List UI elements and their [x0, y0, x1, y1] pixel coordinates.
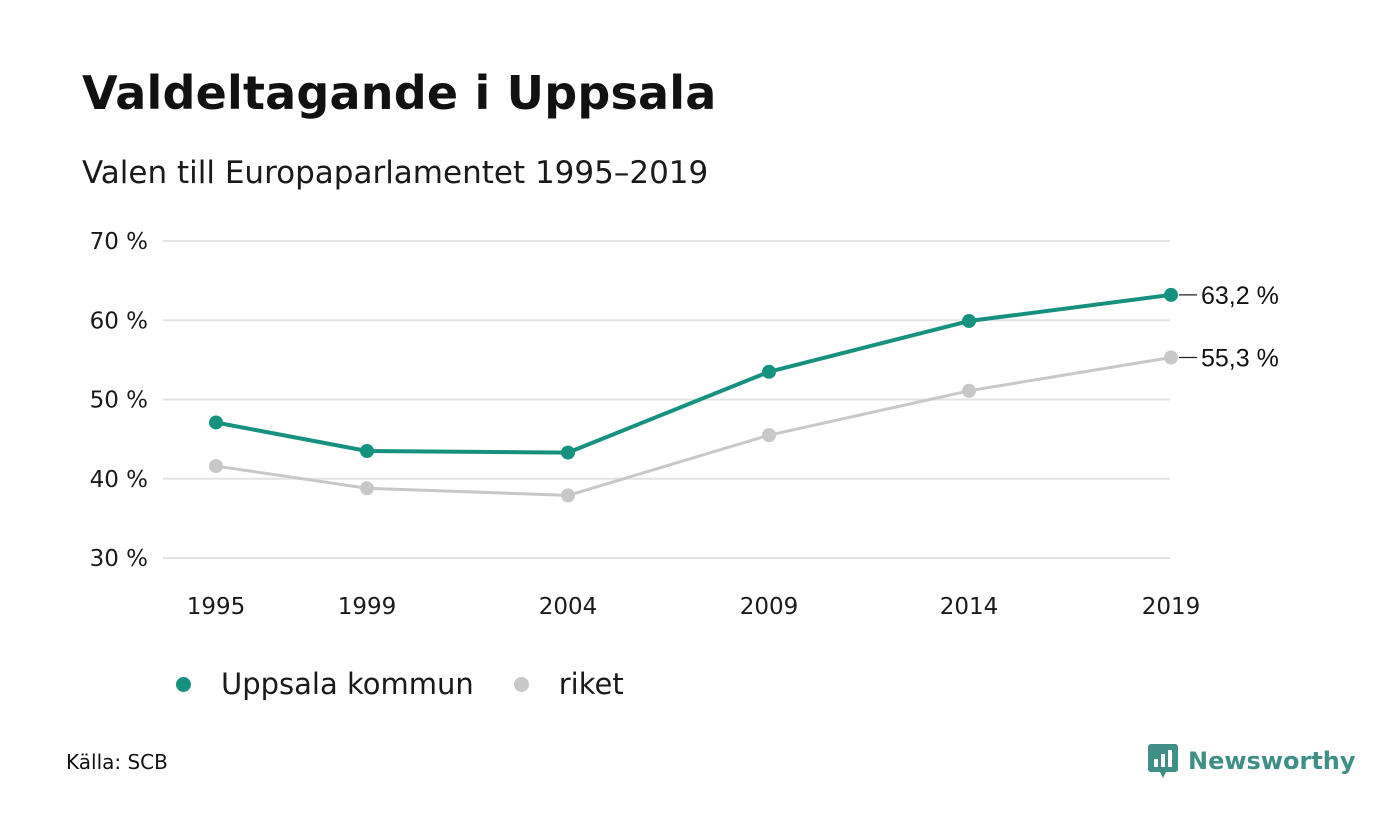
- legend-label-riket: riket: [558, 667, 624, 701]
- legend-item-riket[interactable]: riket: [513, 667, 624, 701]
- data-point: [962, 314, 976, 329]
- end-label: 63,2 %: [1201, 282, 1279, 310]
- data-point: [1164, 350, 1178, 365]
- y-tick-label: 70 %: [90, 229, 148, 255]
- data-point: [1164, 287, 1178, 302]
- data-point: [209, 459, 223, 474]
- data-point: [762, 364, 776, 379]
- end-label: 55,3 %: [1201, 344, 1279, 372]
- y-tick-label: 40 %: [90, 467, 148, 493]
- source-note: Källa: SCB: [66, 750, 168, 774]
- x-tick-label: 1999: [338, 594, 397, 620]
- data-point: [360, 481, 374, 496]
- end-labels: 55,3 % 63,2 %: [1179, 282, 1279, 372]
- gridlines: [163, 240, 1170, 559]
- brand-name: Newsworthy: [1188, 747, 1356, 775]
- legend-label-uppsala: Uppsala kommun: [221, 667, 474, 701]
- data-point: [762, 428, 776, 443]
- data-point: [561, 488, 575, 503]
- chart-title: Valdeltagande i Uppsala: [82, 66, 717, 120]
- x-tick-label: 2019: [1142, 594, 1201, 620]
- series-lines: [209, 287, 1178, 503]
- data-point: [962, 383, 976, 398]
- x-axis-ticks: 1995 1999 2004 2009 2014 2019: [187, 594, 1201, 620]
- y-tick-label: 50 %: [90, 388, 148, 414]
- series-line-riket: [215, 356, 1172, 497]
- legend-item-uppsala[interactable]: Uppsala kommun: [176, 667, 474, 701]
- legend-marker-uppsala: [176, 676, 191, 692]
- legend-marker-riket: [513, 676, 529, 692]
- x-tick-label: 2009: [740, 594, 799, 620]
- y-tick-label: 60 %: [90, 308, 148, 334]
- y-tick-label: 30 %: [90, 546, 148, 572]
- brand-logo[interactable]: Newsworthy: [1148, 744, 1356, 778]
- data-point: [360, 444, 374, 459]
- legend: Uppsala kommun riket: [176, 667, 664, 701]
- y-axis-ticks: 30 % 40 % 50 % 60 % 70 %: [90, 229, 148, 572]
- series-line-uppsala: [215, 292, 1172, 455]
- x-tick-label: 2004: [539, 594, 598, 620]
- data-point: [561, 445, 575, 460]
- x-tick-label: 1995: [187, 594, 246, 620]
- x-tick-label: 2014: [940, 594, 999, 620]
- chart-subtitle: Valen till Europaparlamentet 1995–2019: [82, 155, 709, 191]
- newsworthy-logo-icon: [1148, 744, 1178, 778]
- data-point: [209, 415, 223, 430]
